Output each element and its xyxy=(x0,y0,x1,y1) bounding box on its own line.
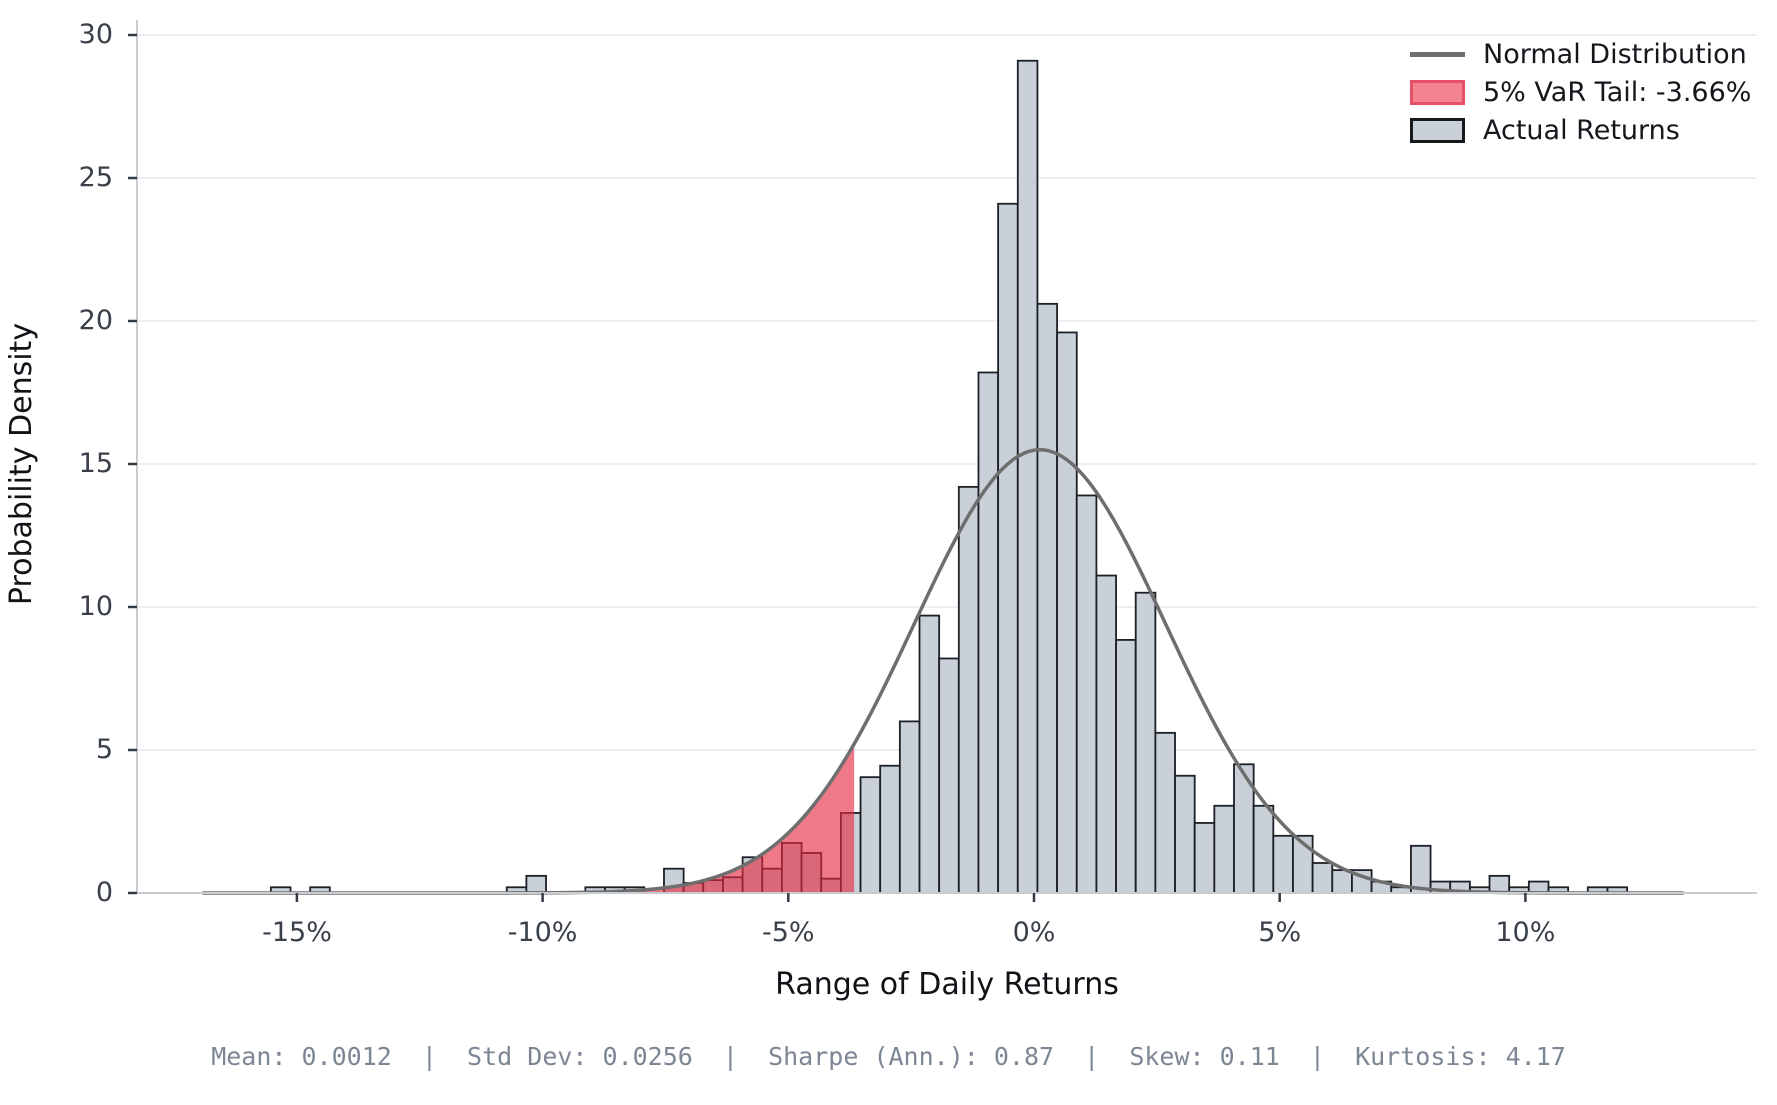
histogram-bar xyxy=(1134,591,1157,894)
x-tick-label: 10% xyxy=(1495,917,1556,948)
histogram-bar xyxy=(1272,834,1294,894)
y-tick-label: 25 xyxy=(78,162,113,193)
legend-item-label: 5% VaR Tail: -3.66% xyxy=(1483,76,1752,108)
legend-item-label: Normal Distribution xyxy=(1483,38,1747,70)
legend: Normal Distribution 5% VaR Tail: -3.66% … xyxy=(1410,35,1770,149)
x-tick-label: 0% xyxy=(1012,917,1056,948)
y-tick-label: 0 xyxy=(95,877,113,908)
actual-returns-swatch-icon xyxy=(1410,117,1465,143)
x-tick-label: -15% xyxy=(262,917,332,948)
histogram-bar xyxy=(1095,574,1117,894)
histogram-bar xyxy=(1115,638,1137,894)
histogram-bar xyxy=(1075,494,1098,894)
histogram-bars xyxy=(269,59,1629,894)
x-tick-label: 5% xyxy=(1258,917,1302,948)
histogram-bar xyxy=(977,371,1000,894)
normal-curve-swatch-icon xyxy=(1410,51,1465,57)
y-tick-label: 10 xyxy=(78,591,113,622)
histogram-bar xyxy=(1016,59,1039,894)
x-axis-title: Range of Daily Returns xyxy=(775,967,1119,1002)
histogram-bar xyxy=(525,874,547,894)
var-tail-fill xyxy=(591,743,855,893)
histogram-bar xyxy=(938,657,960,894)
x-tick-label: -5% xyxy=(762,917,815,948)
var-tail-swatch-icon xyxy=(1410,79,1465,105)
y-tick-label: 15 xyxy=(78,448,113,479)
legend-item-var-tail: 5% VaR Tail: -3.66% xyxy=(1410,73,1770,111)
histogram-bar xyxy=(957,485,980,894)
histogram-bar xyxy=(1311,862,1334,894)
summary-stats-line: Mean: 0.0012 | Std Dev: 0.0256 | Sharpe … xyxy=(211,1042,1566,1071)
histogram-bar xyxy=(879,764,901,894)
histogram-bar xyxy=(1213,804,1235,894)
histogram-bar xyxy=(1154,731,1176,894)
legend-item-actual-returns: Actual Returns xyxy=(1410,111,1770,149)
histogram-bar xyxy=(1056,331,1078,894)
histogram-bar xyxy=(997,202,1019,894)
histogram-bar xyxy=(1331,869,1353,894)
y-tick-label: 30 xyxy=(78,19,113,50)
legend-item-normal-distribution: Normal Distribution xyxy=(1410,35,1770,73)
y-tick-label: 20 xyxy=(78,305,113,336)
histogram-bar xyxy=(859,776,882,894)
gridlines xyxy=(137,34,1757,751)
histogram-bar xyxy=(1488,874,1511,894)
histogram-bar xyxy=(1174,774,1196,894)
histogram-bar xyxy=(1036,302,1058,894)
y-axis-title: Probability Density xyxy=(4,322,39,606)
legend-item-label: Actual Returns xyxy=(1483,114,1680,146)
histogram-bar xyxy=(1193,822,1216,894)
histogram-bar xyxy=(918,614,941,894)
y-tick-label: 5 xyxy=(95,734,113,765)
histogram-bar xyxy=(898,720,921,894)
histogram-bar xyxy=(1252,804,1275,894)
x-tick-label: -10% xyxy=(507,917,578,948)
axes xyxy=(128,20,1757,902)
